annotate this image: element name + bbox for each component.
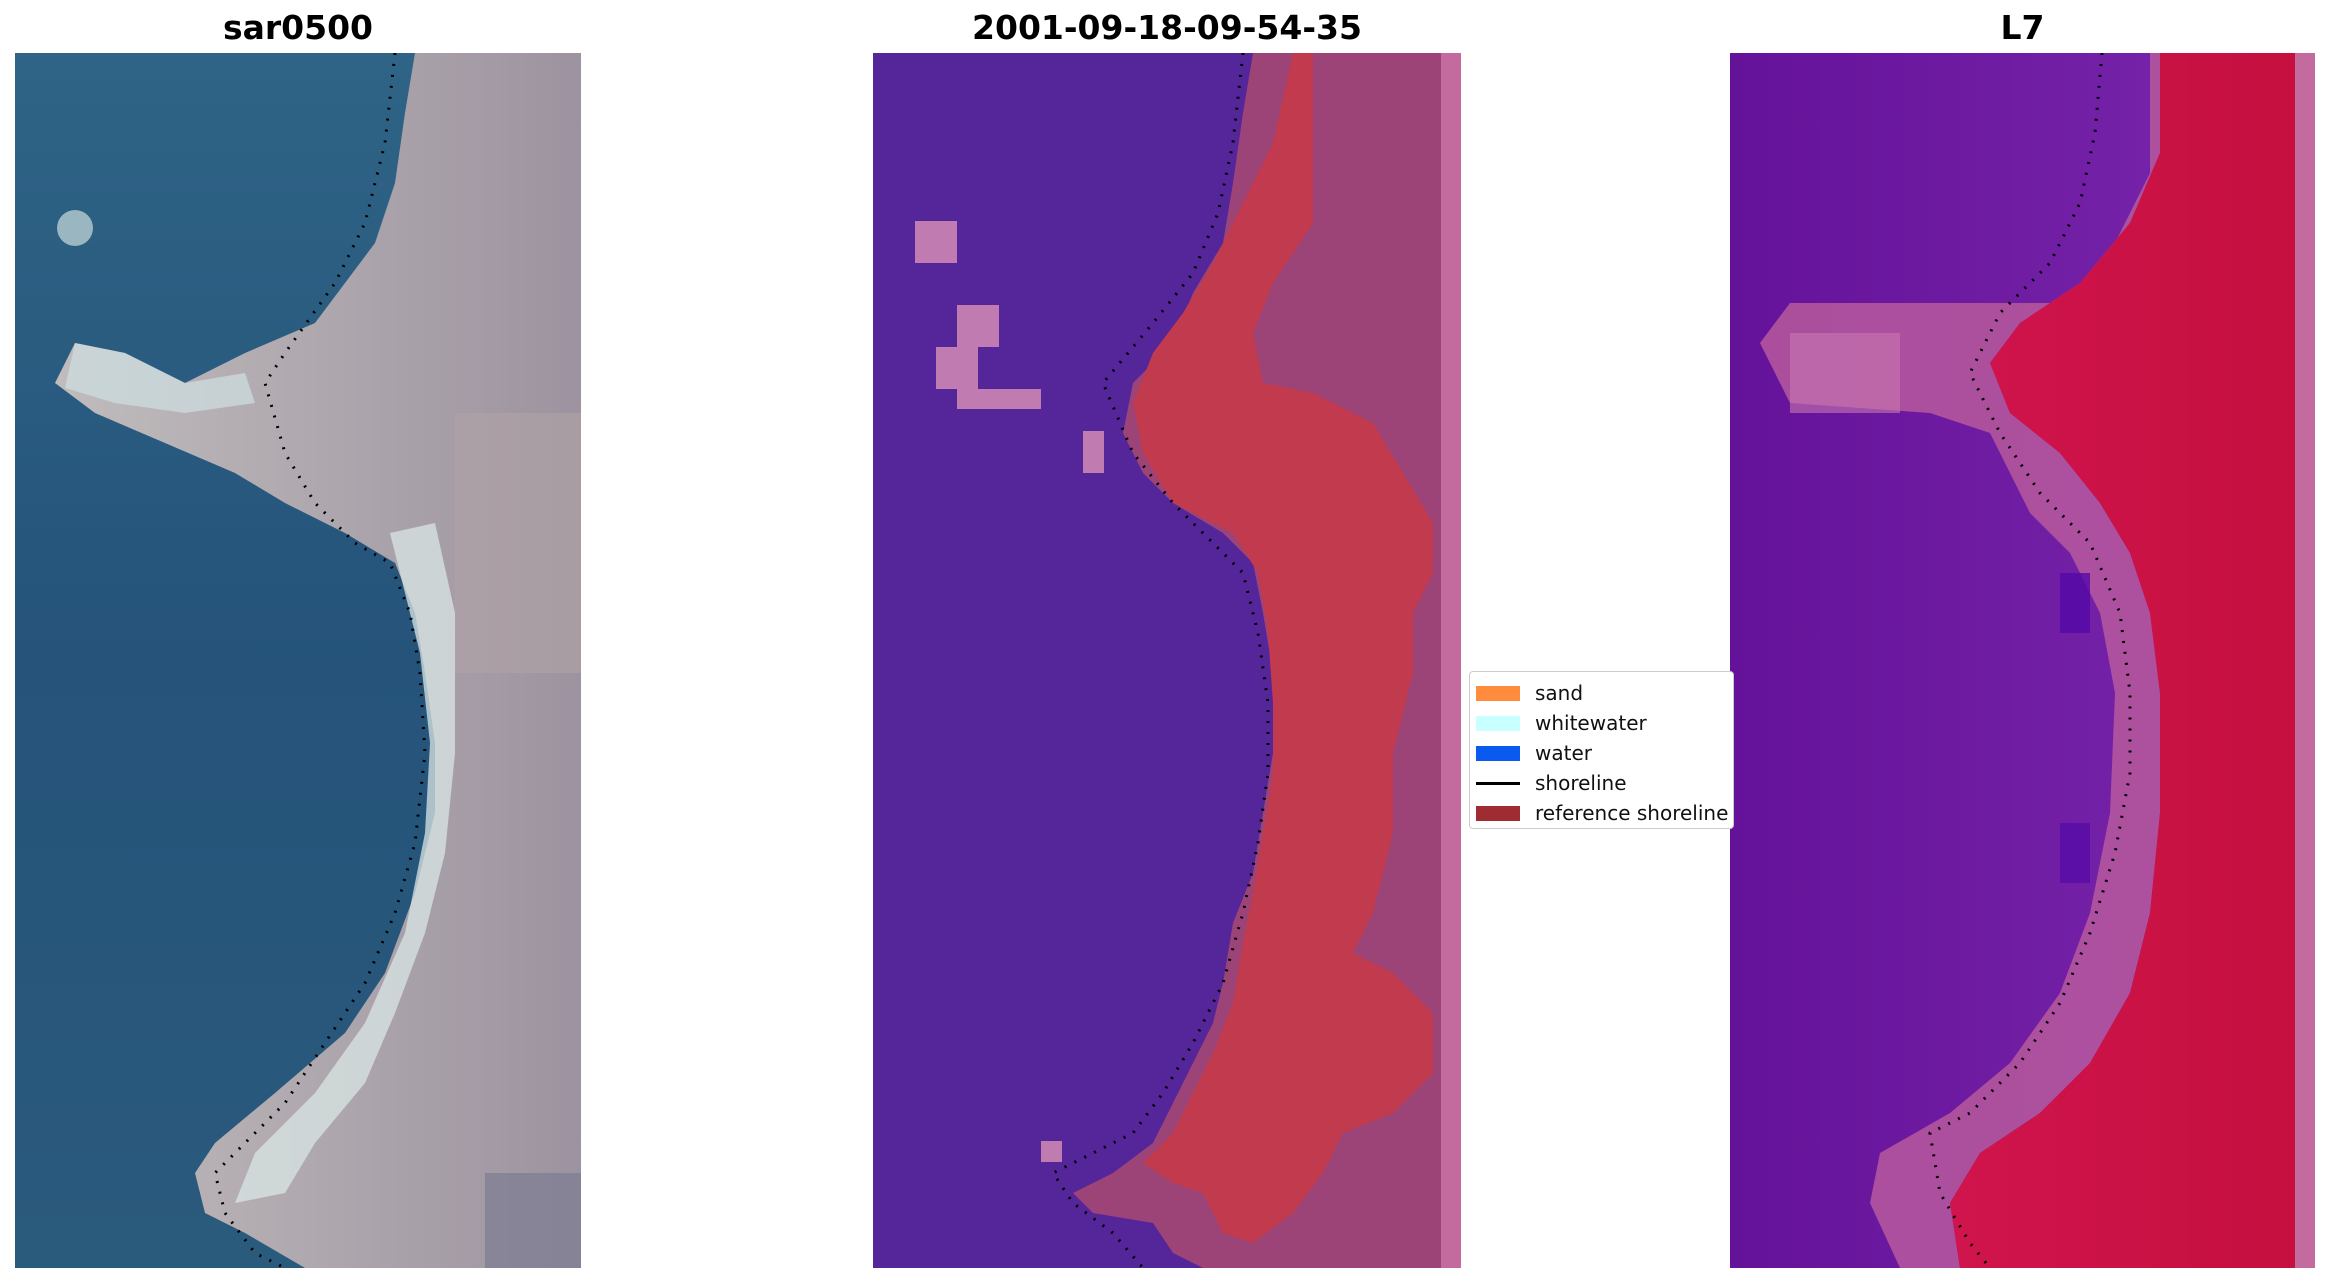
water-swatch <box>1476 745 1520 761</box>
edge-strip <box>2295 53 2315 1268</box>
land-index-area <box>1950 53 2295 1268</box>
index-image <box>1730 53 2315 1268</box>
misclassified-patch <box>936 347 978 389</box>
misclassified-patch <box>1083 431 1104 473</box>
dark-water-patch <box>2060 573 2090 633</box>
whitewater-swatch <box>1476 715 1520 731</box>
land-area <box>55 53 581 1268</box>
legend-label-shoreline: shoreline <box>1535 771 1627 795</box>
index-canvas <box>1730 53 2315 1268</box>
legend-label-reference-shoreline: reference shoreline <box>1535 801 1729 825</box>
land-texture <box>455 413 581 673</box>
sand-swatch <box>1476 685 1520 701</box>
misclassified-patch <box>957 389 1041 409</box>
spit-whitewater <box>65 343 255 413</box>
rgb-satellite-image <box>15 53 581 1268</box>
spit-feature <box>1790 333 1900 413</box>
dark-water-patch <box>2060 823 2090 883</box>
classification-canvas <box>873 53 1461 1268</box>
shoreline-line <box>1928 53 2132 1268</box>
legend-label-water: water <box>1535 741 1592 765</box>
rgb-image-canvas <box>15 53 581 1268</box>
misclassified-patch <box>915 221 957 263</box>
beach-strip <box>235 523 455 1203</box>
land-texture-dark <box>485 1173 581 1268</box>
legend-item-water: water <box>1476 738 1727 768</box>
whitewater-patch <box>57 210 93 246</box>
legend-label-sand: sand <box>1535 681 1584 705</box>
edge-strip <box>1441 53 1461 1268</box>
legend: sand whitewater water shoreline referenc… <box>1469 671 1734 829</box>
panel-title-rgb: sar0500 <box>222 8 374 47</box>
legend-item-sand: sand <box>1476 678 1727 708</box>
reference-shoreline-swatch <box>1476 805 1520 821</box>
shoreline-line-swatch <box>1476 781 1520 785</box>
legend-item-shoreline: shoreline <box>1476 768 1727 798</box>
panel-title-classification: 2001-09-18-09-54-35 <box>972 8 1362 47</box>
legend-item-whitewater: whitewater <box>1476 708 1727 738</box>
legend-item-reference-shoreline: reference shoreline <box>1476 798 1729 828</box>
misclassified-patch <box>1041 1141 1062 1162</box>
classification-image <box>873 53 1461 1268</box>
sand-class-area <box>1133 53 1433 1243</box>
misclassified-patch <box>957 305 999 347</box>
panel-title-index: L7 <box>2000 8 2045 47</box>
legend-label-whitewater: whitewater <box>1535 711 1647 735</box>
shoreline-line <box>213 53 427 1268</box>
